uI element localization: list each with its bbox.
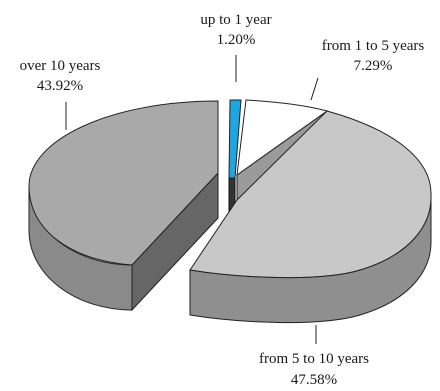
slice-top-5-to-10-years (189, 110, 432, 279)
label-value-5-to-10-years: 47.58% (291, 372, 337, 388)
slice-top-over-10-years (28, 100, 219, 266)
label-name-up-to-1-year: up to 1 year (200, 12, 271, 28)
leader-lines (65, 55, 319, 344)
slice-top-up-to-1-year (228, 99, 242, 179)
label-name-5-to-10-years: from 5 to 10 years (259, 351, 369, 367)
label-name-over-10-years: over 10 years (20, 58, 101, 74)
leader-line-1-to-5-years (310, 77, 319, 101)
label-value-up-to-1-year: 1.20% (217, 32, 256, 48)
slice-labels: up to 1 year 1.20% from 1 to 5 years 7.2… (20, 12, 425, 388)
label-name-1-to-5-years: from 1 to 5 years (322, 38, 425, 54)
slice-top-1-to-5-years (236, 99, 329, 177)
pie-top-faces (28, 99, 432, 279)
label-value-1-to-5-years: 7.29% (354, 58, 393, 74)
label-value-over-10-years: 43.92% (37, 78, 83, 94)
